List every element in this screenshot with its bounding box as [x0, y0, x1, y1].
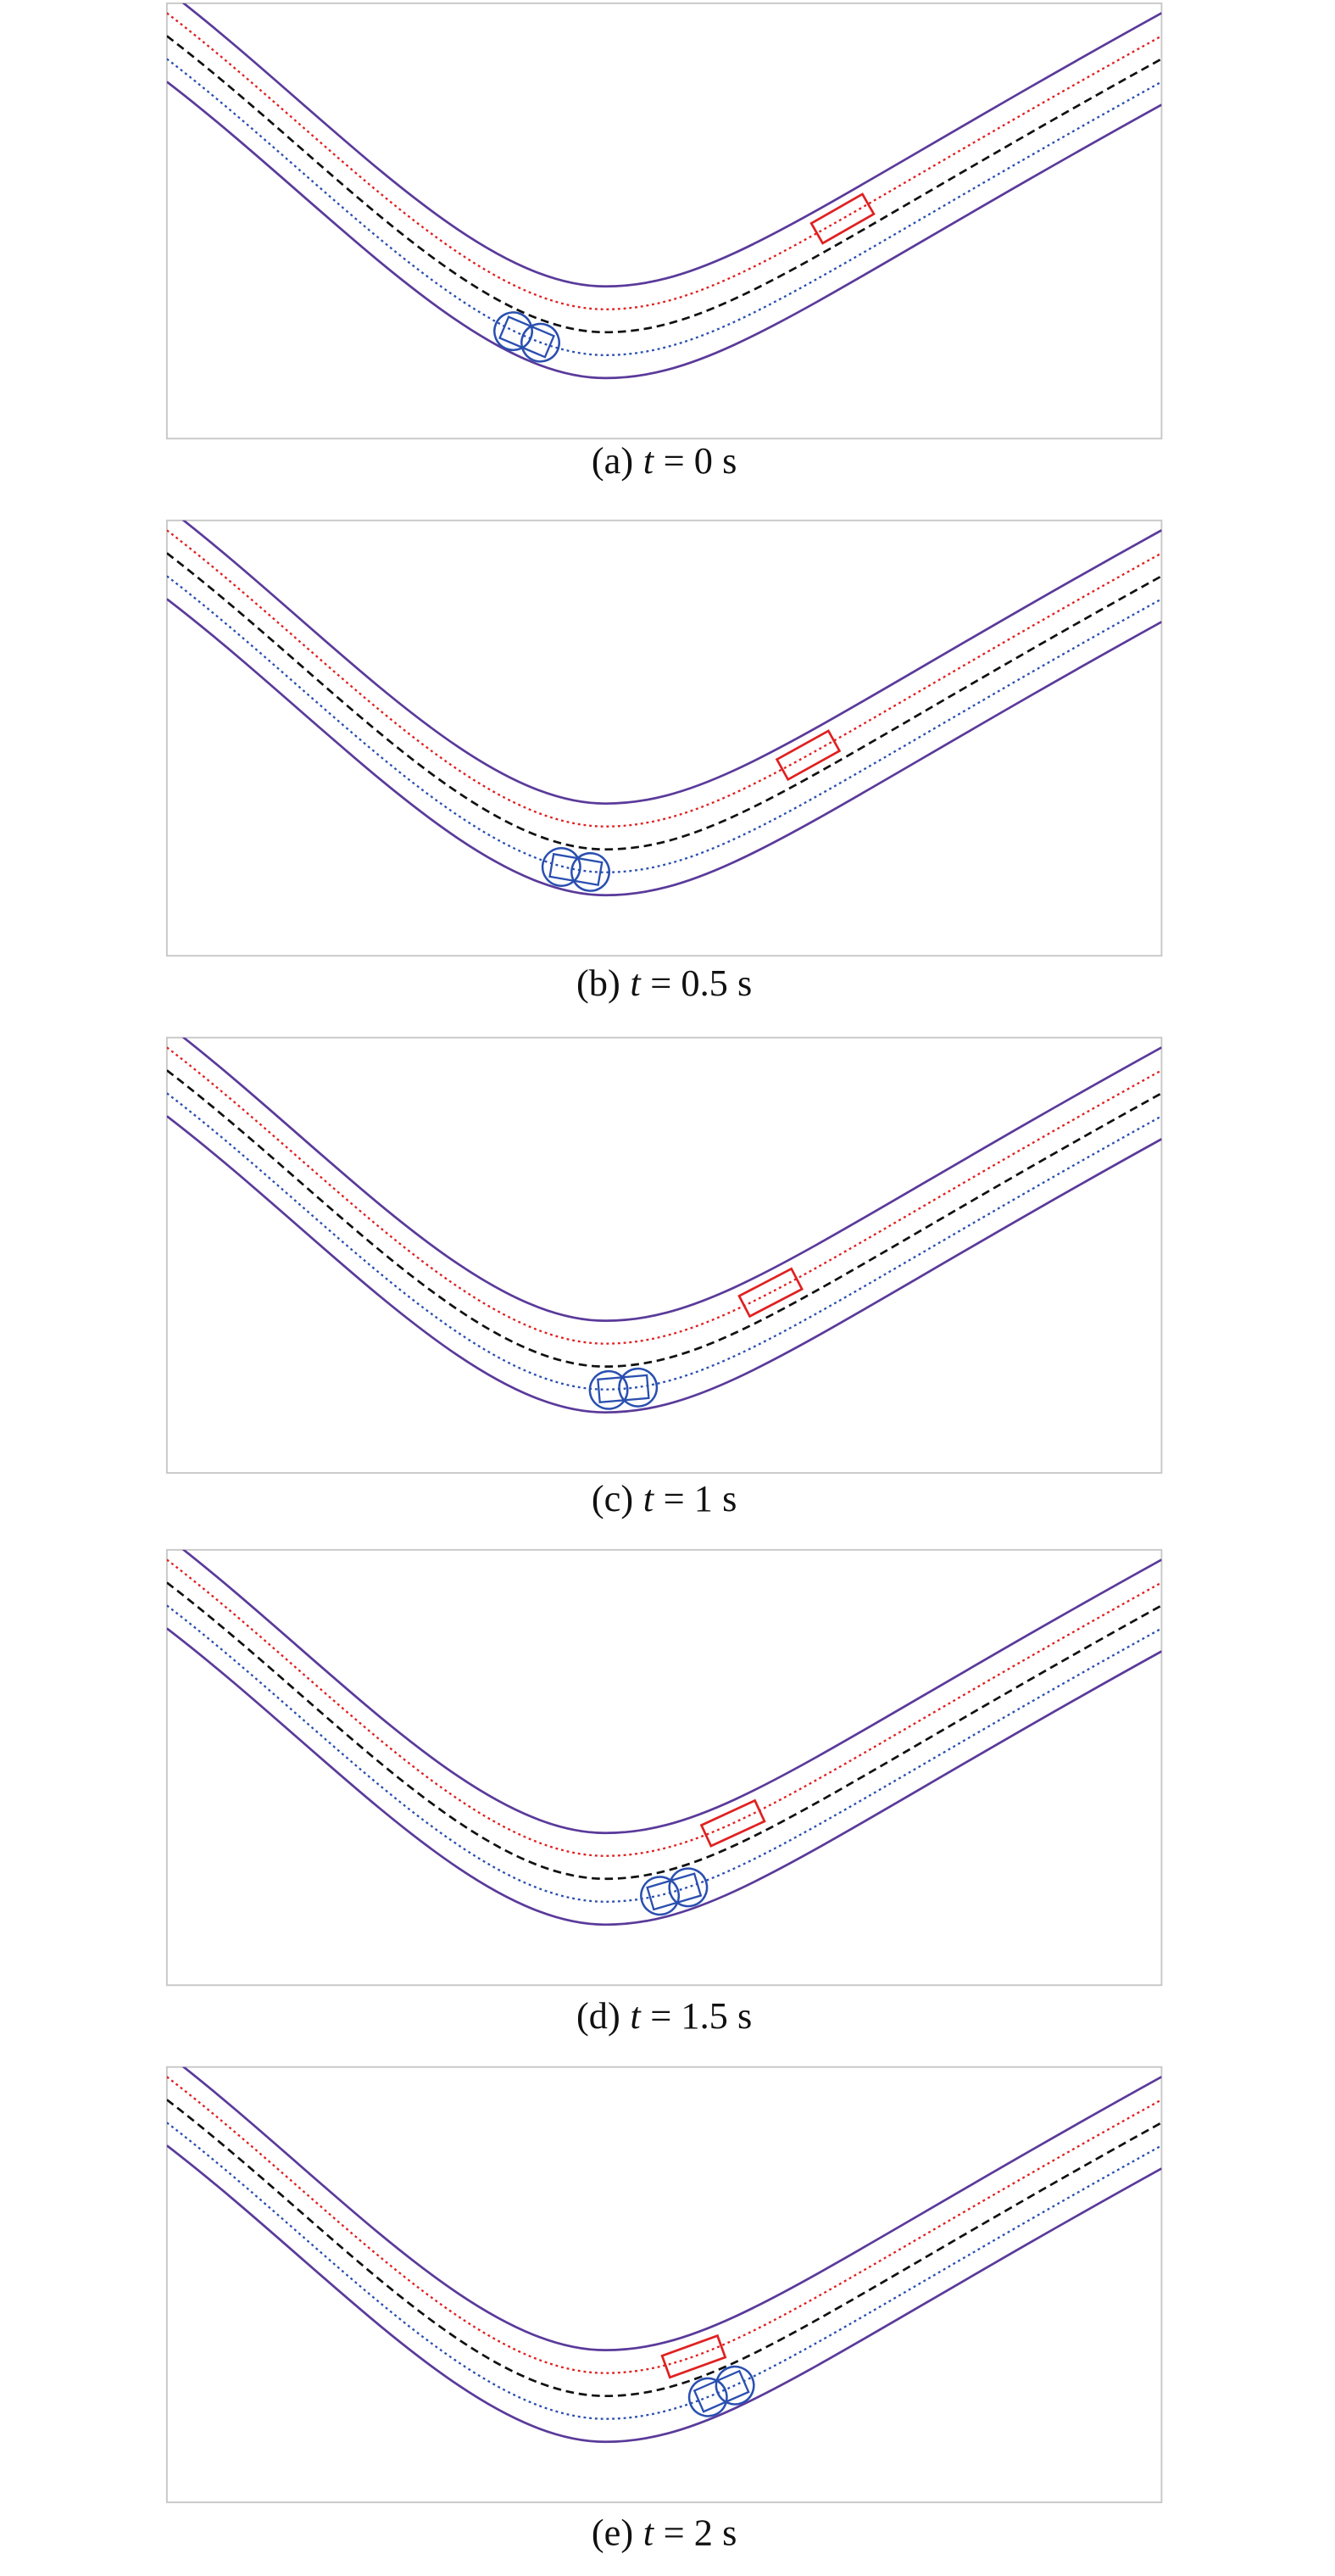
- caption: (a) t = 0 s: [592, 439, 737, 482]
- vehicle-wheel: [687, 2377, 728, 2417]
- blue-vehicle: [640, 1867, 709, 1916]
- caption: (b) t = 0.5 s: [576, 962, 752, 1004]
- red-vehicle: [660, 2333, 727, 2379]
- lane-line: [166, 1627, 1162, 1926]
- caption-value: = 1 s: [664, 1477, 737, 1519]
- panel: [165, 2066, 1163, 2504]
- red-vehicle: [699, 1798, 766, 1848]
- caption-label: (b): [576, 962, 620, 1004]
- lane-line: [166, 1581, 1162, 1881]
- road: [166, 1037, 1162, 1414]
- lane-line: [166, 1115, 1162, 1414]
- lane-line: [166, 575, 1162, 873]
- caption-value: = 1.5 s: [650, 1994, 752, 2037]
- caption-value: = 0 s: [664, 439, 737, 482]
- red-vehicle: [775, 729, 842, 782]
- lane-line: [166, 35, 1162, 334]
- vehicle-wheel: [493, 311, 533, 352]
- lane-line: [166, 81, 1162, 380]
- panel-frame: [165, 1036, 1163, 1475]
- lane-line: [181, 520, 1162, 806]
- lane-line: [166, 1558, 1162, 1857]
- lane-line: [166, 58, 1162, 356]
- lane-line: [166, 1046, 1162, 1345]
- lane-line: [166, 2122, 1162, 2420]
- vehicle-wheel: [520, 322, 560, 363]
- caption-variable: t: [643, 2512, 655, 2554]
- vehicle-wheel: [640, 1876, 681, 1916]
- vehicle-wheel: [570, 851, 610, 892]
- lane-line: [181, 1037, 1162, 1322]
- blue-vehicle: [687, 2365, 755, 2417]
- road: [166, 520, 1162, 897]
- caption-variable: t: [643, 439, 655, 482]
- lane-line: [166, 1069, 1162, 1368]
- panel: [165, 1036, 1163, 1475]
- vehicle-wheel: [668, 1867, 709, 1908]
- lane-line: [166, 1604, 1162, 1903]
- caption-value: = 2 s: [664, 2512, 737, 2554]
- lane-line: [166, 529, 1162, 828]
- road: [166, 3, 1162, 380]
- red-vehicle: [809, 192, 876, 245]
- panel-frame: [165, 1548, 1163, 1987]
- lane-line: [166, 2076, 1162, 2374]
- vehicle-wheel: [588, 1369, 629, 1410]
- lane-line: [181, 1549, 1162, 1835]
- red-vehicle: [737, 1267, 804, 1319]
- panel: [165, 2, 1163, 440]
- caption-label: (e): [592, 2512, 633, 2554]
- vehicle-wheel: [541, 847, 581, 887]
- lane-line: [181, 2066, 1162, 2351]
- road: [166, 1549, 1162, 1926]
- caption: (d) t = 1.5 s: [576, 1994, 752, 2037]
- vehicle-wheel: [618, 1367, 659, 1408]
- lane-line: [166, 2144, 1162, 2444]
- road: [166, 2066, 1162, 2444]
- blue-vehicle: [541, 847, 610, 892]
- lane-line: [166, 1092, 1162, 1391]
- panel-frame: [165, 2, 1163, 440]
- caption-variable: t: [630, 962, 642, 1004]
- panel: [165, 1548, 1163, 1987]
- caption-variable: t: [630, 1994, 642, 2037]
- caption-value: = 0.5 s: [650, 962, 752, 1004]
- panel-frame: [165, 2066, 1163, 2504]
- caption-variable: t: [643, 1477, 655, 1519]
- lane-line: [166, 2099, 1162, 2398]
- caption: (e) t = 2 s: [592, 2512, 737, 2554]
- caption-label: (c): [592, 1477, 633, 1519]
- lane-line: [166, 12, 1162, 310]
- vehicle-wheel: [715, 2365, 755, 2406]
- caption-label: (a): [592, 439, 633, 482]
- blue-vehicle: [588, 1367, 659, 1410]
- blue-vehicle: [493, 311, 560, 363]
- lane-line: [166, 598, 1162, 897]
- panel: [165, 519, 1163, 957]
- panel-frame: [165, 519, 1163, 957]
- caption: (c) t = 1 s: [592, 1477, 737, 1519]
- lane-line: [166, 552, 1162, 851]
- caption-label: (d): [576, 1994, 620, 2037]
- lane-line: [181, 3, 1162, 288]
